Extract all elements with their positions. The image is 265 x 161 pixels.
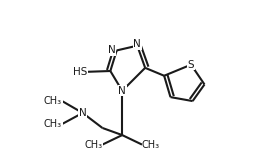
Text: CH₃: CH₃ (44, 96, 62, 106)
Text: N: N (118, 86, 126, 96)
Text: CH₃: CH₃ (44, 119, 62, 129)
Text: S: S (188, 60, 194, 70)
Text: N: N (79, 108, 87, 118)
Text: N: N (108, 45, 116, 55)
Text: HS: HS (73, 67, 87, 77)
Text: N: N (133, 39, 141, 49)
Text: CH₃: CH₃ (84, 140, 103, 150)
Text: CH₃: CH₃ (142, 140, 160, 150)
